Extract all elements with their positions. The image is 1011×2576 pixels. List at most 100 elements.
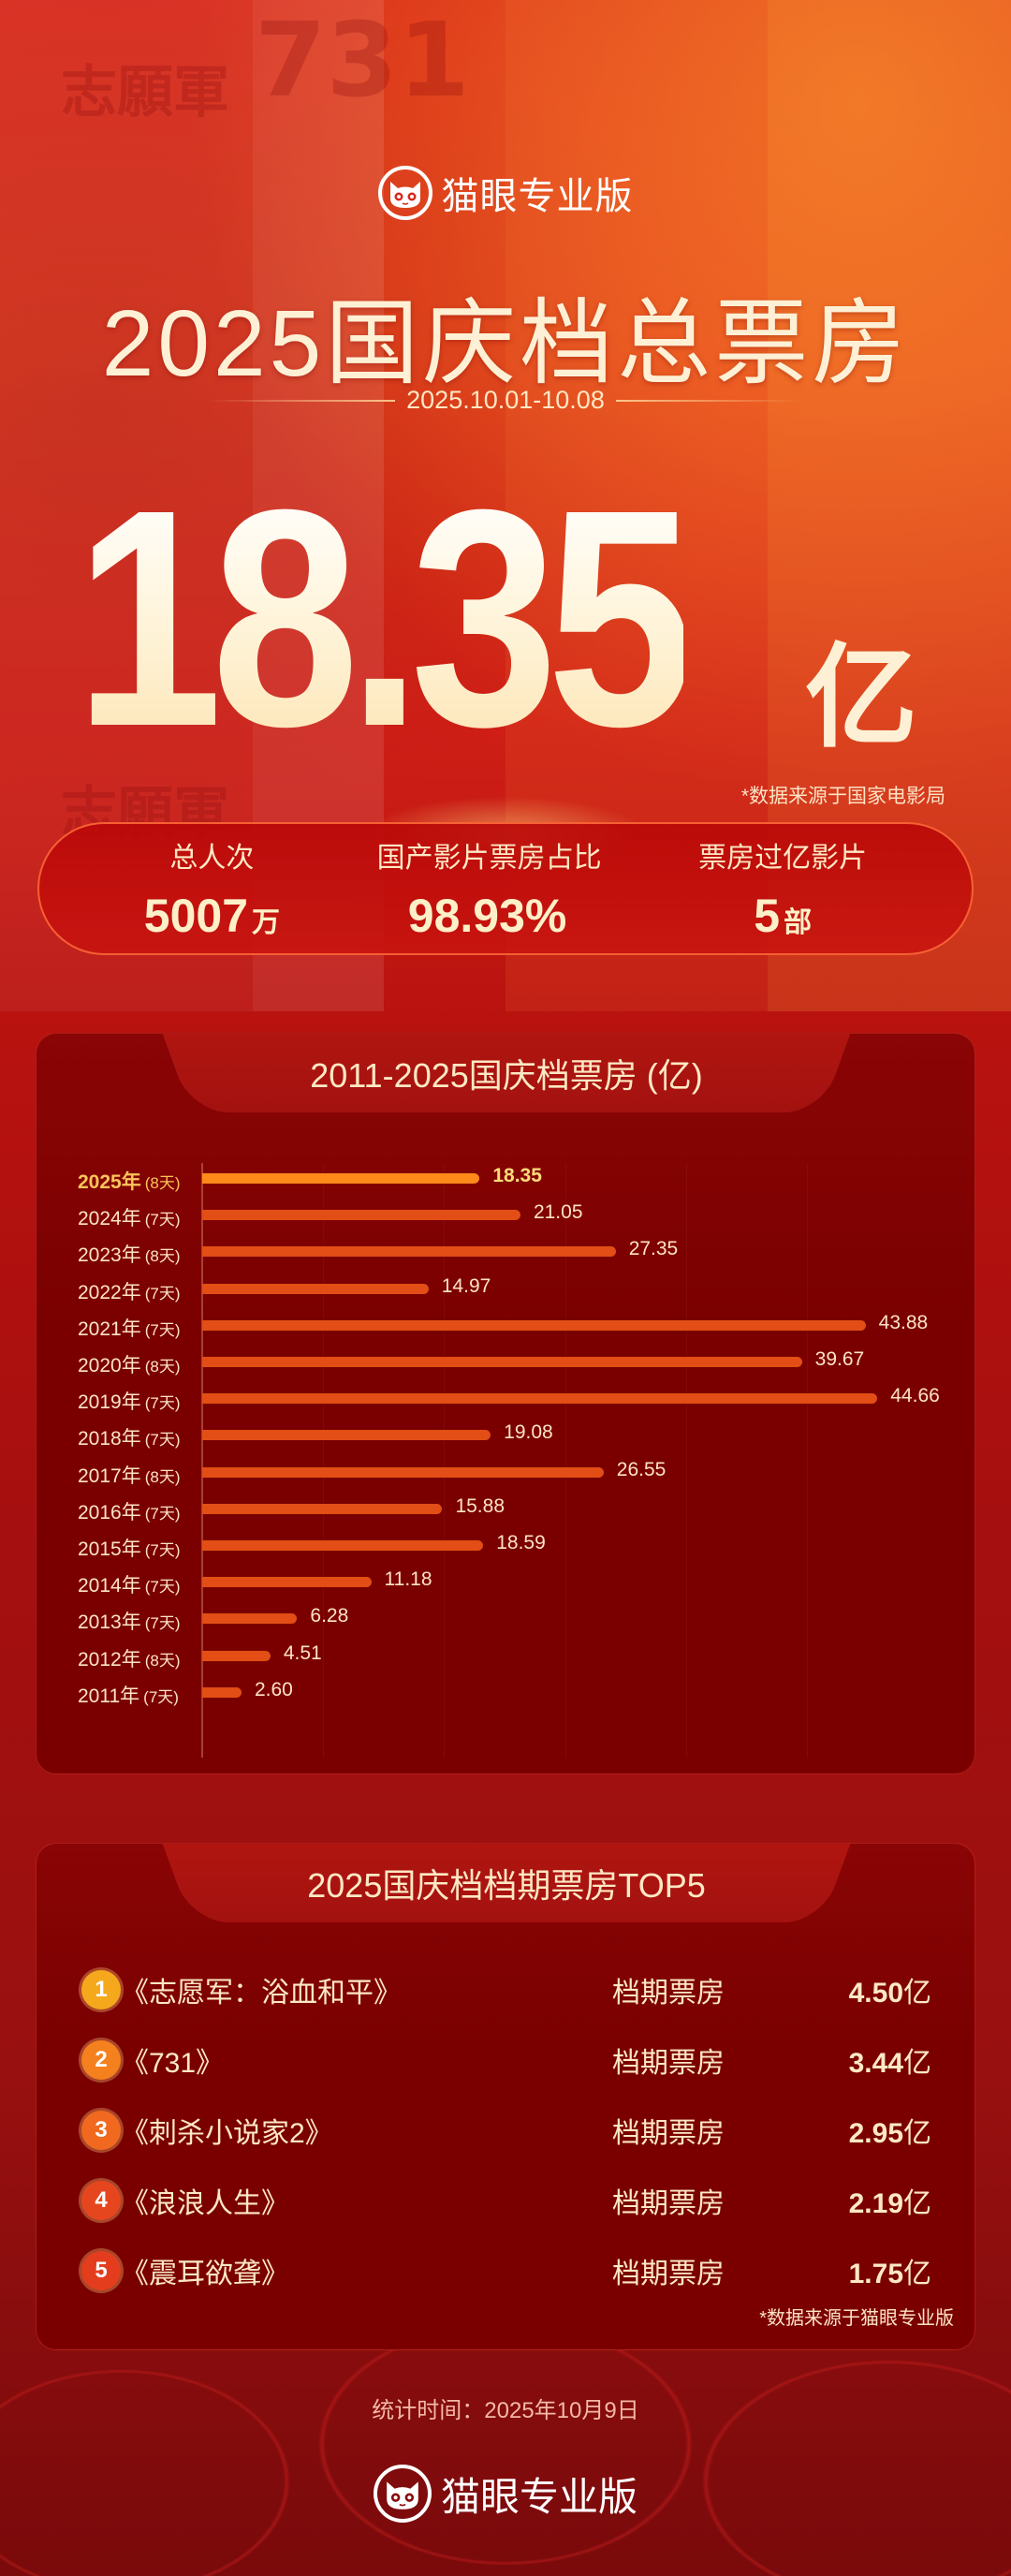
bar-year-label: 2024年 (7天) xyxy=(78,1208,181,1230)
bar-value-label: 19.08 xyxy=(504,1421,553,1444)
film-box-office: 4.50亿 xyxy=(848,1977,931,2009)
brand-name: 猫眼专业版 xyxy=(441,176,634,217)
bar-year-label: 2020年 (8天) xyxy=(78,1355,181,1376)
rank-badge-icon: 3 xyxy=(81,2110,121,2150)
metric-label: 档期票房 xyxy=(612,2117,725,2149)
bar-value-label: 18.35 xyxy=(492,1165,542,1186)
bar-days-label: (7天) xyxy=(144,1394,181,1413)
bar xyxy=(202,1357,802,1367)
bar-value-label: 21.05 xyxy=(533,1201,583,1224)
bar-value-label: 14.97 xyxy=(441,1274,491,1297)
metric-label: 档期票房 xyxy=(612,2047,725,2079)
bar-days-label: (7天) xyxy=(143,1687,179,1706)
bar-value-label: 44.66 xyxy=(890,1385,940,1407)
poster-ghost-text: 731 xyxy=(255,0,470,120)
stat-value: 5 xyxy=(754,890,781,942)
bar-days-label: (7天) xyxy=(144,1431,181,1450)
stat-value: 98.93% xyxy=(407,890,567,942)
chart-bar-row: 2014年 (7天) 11.18 xyxy=(37,1567,974,1604)
bar-year-label: 2015年 (7天) xyxy=(78,1538,181,1560)
top5-row: 5 《震耳欲聋》 档期票房 1.75亿 xyxy=(37,2235,974,2305)
film-box-office: 1.75亿 xyxy=(848,2258,931,2289)
chart-bar-row: 2016年 (7天) 15.88 xyxy=(37,1494,974,1531)
stat-domestic-share: 国产影片票房占比 98.93% xyxy=(377,834,602,943)
bar xyxy=(202,1246,616,1258)
rank-badge-icon: 5 xyxy=(81,2250,121,2290)
chart-bar-row: 2017年 (8天) 26.55 xyxy=(37,1457,974,1494)
bar-year-label: 2025年 (8天) xyxy=(78,1171,181,1193)
chart-bar-row: 2015年 (7天) 18.59 xyxy=(37,1530,974,1568)
bar-days-label: (7天) xyxy=(144,1284,181,1303)
poster-ghost-text: 志願軍 xyxy=(61,60,229,125)
chart-bar-row: 2018年 (7天) 19.08 xyxy=(37,1420,974,1457)
top5-source-note: *数据来源于猫眼专业版 xyxy=(759,2308,954,2329)
bar xyxy=(202,1540,484,1551)
bar-days-label: (8天) xyxy=(144,1467,181,1486)
bar-year-label: 2012年 (8天) xyxy=(78,1648,181,1671)
film-title: 《刺杀小说家2》 xyxy=(121,2117,333,2149)
gridline xyxy=(323,1163,325,1758)
horizontal-bar-chart: 2025年 (8天) 18.35 2024年 (7天) 21.05 2023年 (8天) 27.… xyxy=(37,1163,974,1762)
chart-title: 2011-2025国庆档票房 (亿) xyxy=(310,1056,703,1095)
film-title: 《震耳欲聋》 xyxy=(121,2258,289,2289)
metric-label: 档期票房 xyxy=(612,2187,725,2219)
total-box-office: 18.35 亿 xyxy=(75,440,955,790)
top5-row: 1 《志愿军：浴血和平》 档期票房 4.50亿 xyxy=(37,1954,974,2024)
top5-card: 2025国庆档档期票房TOP5 1 《志愿军：浴血和平》 档期票房 4.50亿 … xyxy=(36,1843,975,2350)
film-box-office: 2.95亿 xyxy=(848,2117,931,2149)
chart-bar-row: 2023年 (8天) 27.35 xyxy=(37,1236,974,1273)
total-box-office-value: 18.35 xyxy=(75,445,695,790)
bar-days-label: (8天) xyxy=(144,1651,181,1670)
gridline xyxy=(807,1163,808,1758)
bar-year-label: 2014年 (7天) xyxy=(78,1575,181,1597)
bar-days-label: (8天) xyxy=(144,1174,181,1192)
bar xyxy=(202,1577,372,1588)
stat-total-admissions: 总人次 5007 万 xyxy=(144,834,280,943)
stat-label: 票房过亿影片 xyxy=(698,843,868,874)
bar xyxy=(202,1503,443,1514)
chart-bar-row: 2022年 (7天) 14.97 xyxy=(37,1273,974,1311)
bar-value-label: 18.59 xyxy=(496,1532,546,1553)
top5-row: 2 《731》 档期票房 3.44亿 xyxy=(37,2024,974,2095)
bar-year-label: 2021年 (7天) xyxy=(78,1317,181,1340)
bar-year-label: 2013年 (7天) xyxy=(78,1612,181,1634)
data-source-note: *数据来源于国家电影局 xyxy=(740,786,945,807)
card-title-tab: 2011-2025国庆档票房 (亿) xyxy=(214,1034,799,1112)
maoyan-cat-logo-icon xyxy=(373,2465,432,2523)
history-chart-card: 2011-2025国庆档票房 (亿) 2025年 (8天) 18.35 2024年 (7… xyxy=(36,1033,975,1774)
bar-days-label: (7天) xyxy=(144,1504,181,1523)
bar-year-label: 2017年 (8天) xyxy=(78,1465,181,1487)
bar-year-label: 2011年 (7天) xyxy=(78,1685,179,1707)
brand-name: 猫眼专业版 xyxy=(440,2474,637,2519)
maoyan-cat-logo-icon xyxy=(377,166,432,220)
chart-bar-row: 2012年 (8天) 4.51 xyxy=(37,1641,974,1678)
bar-value-label: 6.28 xyxy=(310,1605,349,1627)
bar xyxy=(202,1650,271,1661)
bar-value-label: 11.18 xyxy=(384,1568,432,1591)
bar xyxy=(202,1430,491,1441)
stat-suffix: 万 xyxy=(252,907,281,938)
chart-bar-row: 2025年 (8天) 18.35 xyxy=(37,1163,974,1200)
date-range: 2025.10.01-10.08 xyxy=(406,386,605,414)
stat-label: 总人次 xyxy=(169,843,255,874)
top5-row: 3 《刺杀小说家2》 档期票房 2.95亿 xyxy=(37,2095,974,2165)
rank-badge-icon: 4 xyxy=(81,2180,121,2220)
chart-bar-row: 2013年 (7天) 6.28 xyxy=(37,1603,974,1641)
bar-year-label: 2023年 (8天) xyxy=(78,1244,181,1267)
bar-days-label: (8天) xyxy=(144,1247,181,1266)
film-box-office: 3.44亿 xyxy=(848,2047,931,2079)
bar xyxy=(202,1466,604,1478)
bar-days-label: (8天) xyxy=(144,1358,181,1376)
chart-bar-row: 2020年 (8天) 39.67 xyxy=(37,1347,974,1384)
metric-label: 档期票房 xyxy=(612,2258,725,2289)
film-title: 《731》 xyxy=(121,2047,225,2079)
bar-days-label: (7天) xyxy=(144,1211,181,1229)
metric-label: 档期票房 xyxy=(612,1977,725,2009)
bar xyxy=(202,1686,242,1698)
top5-row: 4 《浪浪人生》 档期票房 2.19亿 xyxy=(37,2165,974,2235)
page-title: 2025国庆档总票房 xyxy=(101,291,910,396)
stat-label: 国产影片票房占比 xyxy=(376,843,602,874)
bar-value-label: 39.67 xyxy=(814,1348,865,1370)
